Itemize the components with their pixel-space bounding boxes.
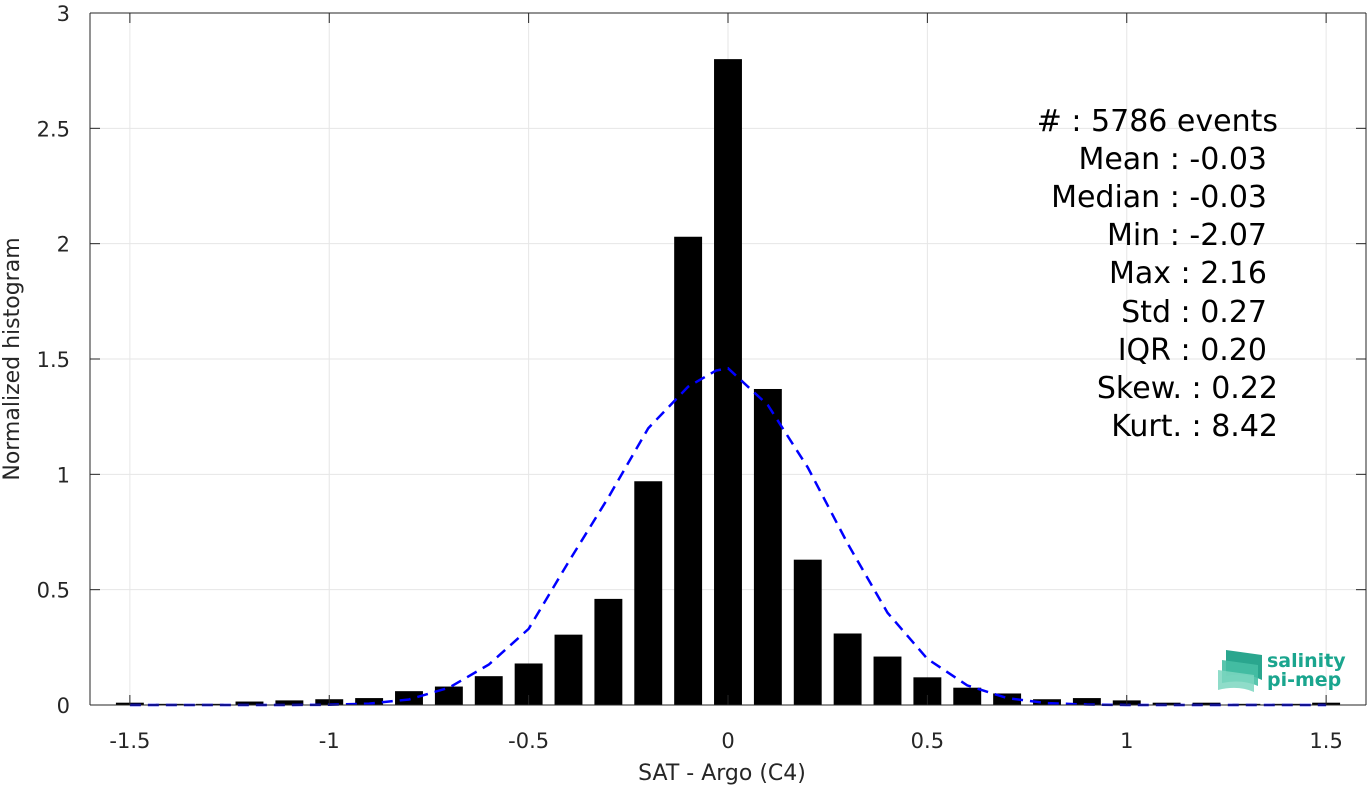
x-tick-label: 1.5 bbox=[1309, 729, 1342, 753]
histogram-bar bbox=[833, 633, 862, 705]
wave-logo-icon bbox=[1218, 650, 1262, 692]
stats-iqr: IQR : 0.20 bbox=[1118, 333, 1267, 368]
salinity-pimep-logo: salinity pi-mep bbox=[1218, 650, 1346, 692]
histogram-bar bbox=[275, 700, 304, 705]
x-axis-label: SAT - Argo (C4) bbox=[638, 761, 806, 786]
stats-skew: Skew. : 0.22 bbox=[1097, 371, 1278, 406]
y-tick-label: 3 bbox=[57, 2, 70, 26]
histogram-bar bbox=[355, 698, 384, 705]
histogram-bar bbox=[634, 481, 663, 705]
histogram-bar bbox=[993, 693, 1022, 705]
histogram-bar bbox=[714, 59, 742, 705]
y-tick-label: 2 bbox=[57, 233, 70, 257]
histogram-bar bbox=[434, 686, 463, 705]
histogram-bars bbox=[115, 59, 1341, 705]
histogram-bar bbox=[395, 691, 423, 705]
stats-mean: Mean : -0.03 bbox=[1078, 142, 1267, 177]
y-axis-label: Normalized histogram bbox=[0, 237, 25, 480]
histogram-bar bbox=[235, 701, 264, 705]
y-tick-labels: 0 0.5 1 1.5 2 2.5 3 bbox=[37, 2, 70, 718]
y-tick-label: 1.5 bbox=[37, 348, 70, 372]
histogram-bar bbox=[753, 388, 782, 705]
y-tick-label: 1 bbox=[57, 463, 70, 487]
axes-frame bbox=[89, 12, 1367, 706]
histogram-bar bbox=[793, 559, 822, 705]
logo-text-pimep: pi-mep bbox=[1267, 669, 1341, 691]
histogram-bar bbox=[953, 687, 982, 705]
x-tick-labels: -1.5 -1 -0.5 0 0.5 1 1.5 bbox=[109, 729, 1342, 753]
y-tick-label: 2.5 bbox=[37, 117, 70, 141]
stats-max: Max : 2.16 bbox=[1109, 256, 1267, 291]
x-tick-label: -1 bbox=[319, 729, 340, 753]
stats-count: # : 5786 events bbox=[1037, 104, 1278, 139]
histogram-bar bbox=[554, 634, 583, 705]
histogram-bar bbox=[474, 676, 503, 705]
histogram-bar bbox=[1033, 699, 1061, 705]
histogram-bar bbox=[674, 236, 703, 705]
stats-min: Min : -2.07 bbox=[1107, 218, 1267, 253]
x-tick-label: -1.5 bbox=[109, 729, 150, 753]
histogram-bar bbox=[1192, 702, 1221, 705]
x-tick-label: -0.5 bbox=[508, 729, 549, 753]
x-tick-label: 1 bbox=[1120, 729, 1133, 753]
stats-std: Std : 0.27 bbox=[1121, 295, 1267, 330]
y-tick-label: 0.5 bbox=[37, 579, 70, 603]
y-tick-label: 0 bbox=[57, 694, 70, 718]
stats-kurt: Kurt. : 8.42 bbox=[1111, 409, 1278, 444]
stats-box: # : 5786 events Mean : -0.03 Median : -0… bbox=[1037, 104, 1278, 444]
histogram-bar bbox=[1072, 698, 1101, 705]
logo-text-salinity: salinity bbox=[1267, 650, 1346, 672]
histogram-bar bbox=[594, 598, 623, 705]
stats-median: Median : -0.03 bbox=[1051, 180, 1267, 215]
histogram-bar bbox=[873, 656, 902, 705]
x-tick-label: 0 bbox=[721, 729, 734, 753]
x-tick-label: 0.5 bbox=[911, 729, 944, 753]
